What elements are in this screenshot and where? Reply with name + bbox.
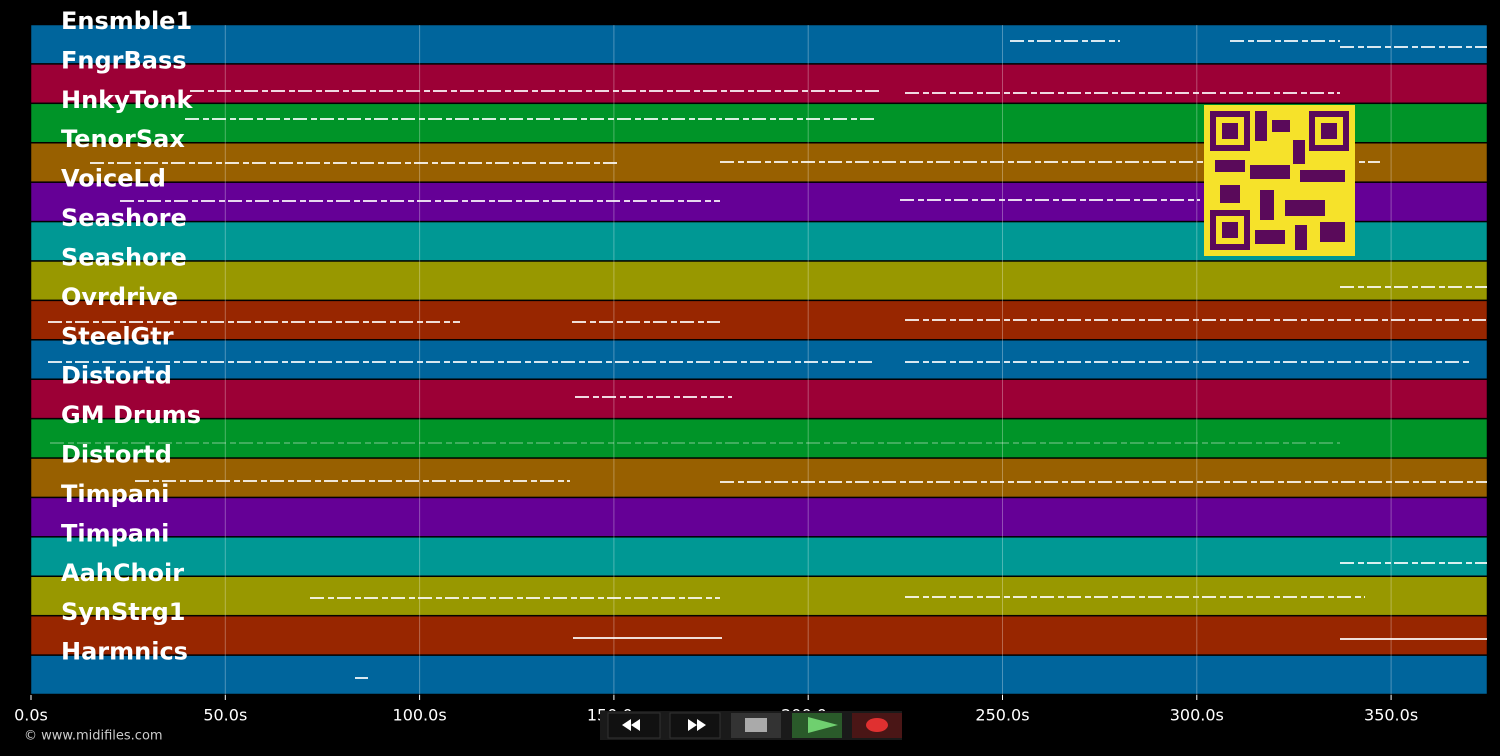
track-label: SteelGtr <box>61 322 174 350</box>
track-band <box>30 300 1488 340</box>
tick-label: 300.0s <box>1170 706 1224 725</box>
track-label: Timpani <box>61 480 169 508</box>
stop-button[interactable] <box>731 713 781 738</box>
tick-label: 50.0s <box>203 706 247 725</box>
track-label: HnkyTonk <box>61 86 194 114</box>
track-band <box>30 458 1488 498</box>
track-label: Ovrdrive <box>61 283 178 311</box>
qr-code <box>1204 105 1355 256</box>
track-band <box>30 497 1488 537</box>
tick-label: 350.0s <box>1364 706 1418 725</box>
grid <box>224 25 1392 695</box>
track-label: Timpani <box>61 519 169 547</box>
tick-label: 250.0s <box>975 706 1029 725</box>
track-label: Ensmble1 <box>61 7 192 35</box>
track-band <box>30 64 1488 104</box>
track-band <box>30 537 1488 577</box>
track-band <box>30 655 1488 695</box>
track-label: AahChoir <box>61 559 184 587</box>
track-label: GM Drums <box>61 401 201 429</box>
track-band <box>30 576 1488 616</box>
track-band <box>30 379 1488 419</box>
track-label: Seashore <box>61 204 187 232</box>
track-label: Harmnics <box>61 638 188 666</box>
track-label: SynStrg1 <box>61 598 186 626</box>
fast-forward-button[interactable] <box>669 712 721 739</box>
copyright: © www.midifiles.com <box>24 729 163 744</box>
tick-label: 100.0s <box>393 706 447 725</box>
track-label: Seashore <box>61 243 187 271</box>
rewind-button[interactable] <box>607 712 661 739</box>
track-band <box>30 418 1488 458</box>
transport <box>600 711 902 740</box>
track-band <box>30 261 1488 301</box>
track-label: VoiceLd <box>61 165 166 193</box>
tick-label: 0.0s <box>14 706 48 725</box>
track-label: Distortd <box>61 362 172 390</box>
track-label: Distortd <box>61 441 172 469</box>
track-band <box>30 24 1488 64</box>
track-labels: Ensmble1 FngrBass HnkyTonk TenorSax VoiceLd S… <box>61 7 201 666</box>
track-label: FngrBass <box>61 46 187 74</box>
track-band <box>30 340 1488 379</box>
notes <box>48 40 1487 679</box>
track-band <box>30 615 1488 655</box>
play-button[interactable] <box>792 713 842 738</box>
track-label: TenorSax <box>61 125 185 153</box>
record-button[interactable] <box>852 713 902 738</box>
